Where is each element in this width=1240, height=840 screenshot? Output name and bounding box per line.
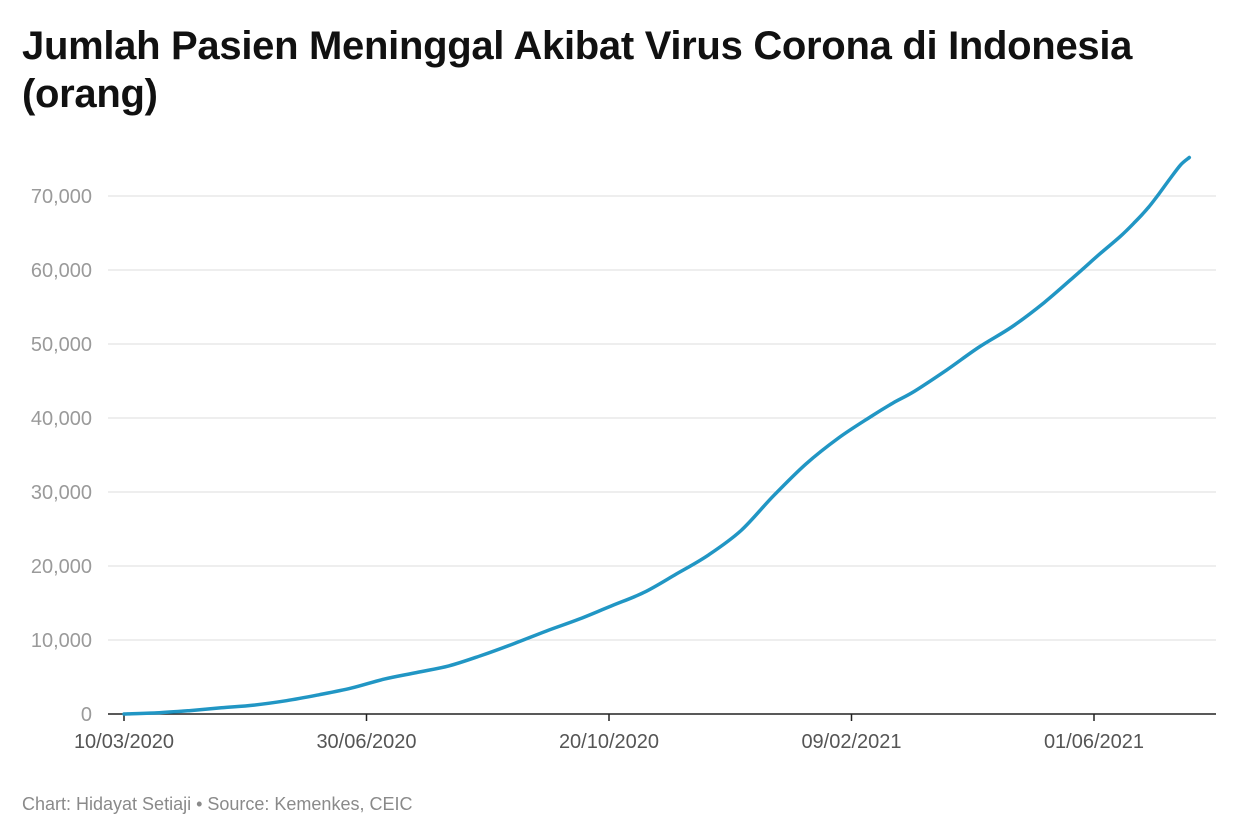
x-tick-label: 01/06/2021	[1044, 731, 1144, 753]
x-tick-label: 20/10/2020	[559, 731, 659, 753]
y-tick-label: 70,000	[31, 186, 92, 208]
x-tick-label: 09/02/2021	[801, 731, 901, 753]
y-tick-label: 0	[81, 704, 92, 726]
series-group	[122, 155, 1192, 716]
chart-footer-credit: Chart: Hidayat Setiaji • Source: Kemenke…	[22, 794, 413, 814]
y-tick-label: 50,000	[31, 334, 92, 356]
x-axis-ticks: 10/03/2020 30/06/2020 20/10/2020 09/02/2021…	[74, 714, 1144, 753]
y-tick-label: 10,000	[31, 630, 92, 652]
y-tick-label: 20,000	[31, 556, 92, 578]
y-tick-label: 30,000	[31, 482, 92, 504]
x-tick-label: 10/03/2020	[74, 731, 174, 753]
chart-title: Jumlah Pasien Meninggal Akibat Virus Cor…	[22, 24, 1133, 116]
gridlines	[108, 195, 1216, 641]
y-tick-label: 60,000	[31, 260, 92, 282]
y-tick-label: 40,000	[31, 408, 92, 430]
series-line-0	[122, 155, 1192, 716]
x-tick-label: 30/06/2020	[316, 731, 416, 753]
y-axis-ticks: 0 10,000 20,000 30,000 40,000 50,000 60,000 70,…	[31, 186, 92, 726]
